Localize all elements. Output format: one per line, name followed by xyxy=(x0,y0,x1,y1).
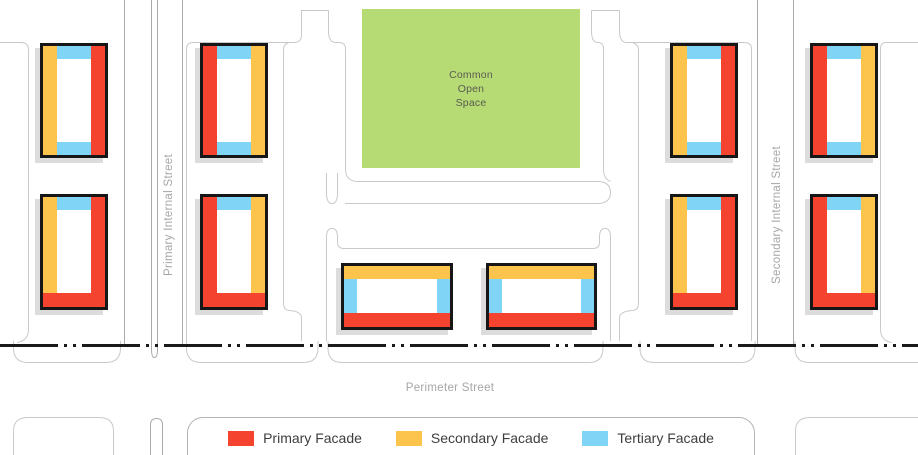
common-open-space: Common Open Space xyxy=(362,9,580,168)
lot-flare-5 xyxy=(794,341,918,363)
facade-strip-primary xyxy=(813,197,827,293)
facade-strip-secondary xyxy=(861,197,875,293)
common-open-space-label: Common Open Space xyxy=(449,68,493,109)
building xyxy=(40,194,108,310)
lot-flare-1 xyxy=(13,341,121,363)
legend-label: Secondary Facade xyxy=(430,430,549,446)
facade-strip-tertiary xyxy=(57,46,91,59)
secondary-facade-swatch-icon xyxy=(395,430,422,446)
facade-strip-tertiary xyxy=(57,197,91,210)
facade-strip-primary xyxy=(43,293,105,307)
lot-line-far-left xyxy=(0,42,29,343)
facade-strip-tertiary xyxy=(827,197,861,210)
lot-line-far-right xyxy=(880,42,918,343)
facade-strip-tertiary xyxy=(217,197,251,210)
legend-item-secondary-facade: Secondary Facade xyxy=(395,430,549,446)
facade-strip-secondary xyxy=(344,266,450,279)
facade-strip-primary xyxy=(203,197,217,293)
facade-strip-primary xyxy=(721,46,735,155)
facade-strip-tertiary xyxy=(687,46,721,59)
facade-strip-secondary xyxy=(673,197,687,293)
perimeter-street-label: Perimeter Street xyxy=(405,382,495,394)
facade-strip-primary xyxy=(721,197,735,293)
building xyxy=(670,194,738,310)
legend-item-tertiary-facade: Tertiary Facade xyxy=(582,430,714,446)
facade-strip-secondary xyxy=(251,197,265,293)
facade-strip-primary xyxy=(203,46,217,155)
building xyxy=(810,43,878,158)
lot-lines xyxy=(0,10,918,455)
legend-label: Primary Facade xyxy=(263,430,362,446)
facade-strip-secondary xyxy=(251,46,265,155)
lot-flare-3 xyxy=(327,341,604,363)
facade-strip-tertiary xyxy=(57,142,91,155)
primary-street-center-line xyxy=(151,0,158,359)
primary-internal-street-label: Primary Internal Street xyxy=(163,154,175,276)
primary-facade-swatch-icon xyxy=(228,430,255,446)
facade-strip-tertiary xyxy=(217,46,251,59)
building xyxy=(200,194,268,310)
facade-strip-primary xyxy=(673,293,735,307)
lower-lot-right xyxy=(795,417,918,455)
facade-strip-secondary xyxy=(43,46,57,155)
building xyxy=(40,43,108,158)
facade-strip-primary xyxy=(91,197,105,293)
facade-strip-secondary xyxy=(489,266,594,279)
legend-label: Tertiary Facade xyxy=(617,430,714,446)
facade-strip-secondary xyxy=(43,197,57,293)
facade-strip-secondary xyxy=(673,46,687,155)
lot-line-col3 xyxy=(619,10,752,341)
facade-strip-tertiary xyxy=(344,279,357,313)
central-lot-top xyxy=(326,227,611,341)
building xyxy=(200,43,268,158)
facade-strip-tertiary xyxy=(489,279,502,313)
facade-strip-tertiary xyxy=(687,142,721,155)
building xyxy=(810,194,878,310)
building xyxy=(670,43,738,158)
facade-strip-tertiary xyxy=(581,279,594,313)
facade-strip-secondary xyxy=(861,46,875,155)
facade-strip-tertiary xyxy=(687,197,721,210)
facade-strip-tertiary xyxy=(437,279,450,313)
primary-street-median-south xyxy=(150,417,163,455)
lot-line-col3-inner xyxy=(619,42,639,341)
facade-strip-tertiary xyxy=(827,46,861,59)
building xyxy=(486,263,597,330)
facade-strip-tertiary xyxy=(827,142,861,155)
greenway-stub xyxy=(326,173,338,205)
facade-strip-primary xyxy=(203,293,265,307)
facade-strip-primary xyxy=(344,313,450,327)
facade-legend: Primary Facade Secondary Facade Tertiary… xyxy=(187,417,755,455)
facade-strip-primary xyxy=(489,313,594,327)
lot-line-col2-inner xyxy=(283,42,302,341)
lower-lot-left xyxy=(13,417,114,455)
tertiary-facade-swatch-icon xyxy=(582,430,609,446)
lot-flare-4 xyxy=(639,341,756,363)
alley-line-right-inner xyxy=(591,10,611,182)
facade-strip-primary xyxy=(91,46,105,155)
facade-strip-primary xyxy=(813,293,875,307)
lot-flare-2 xyxy=(186,341,319,363)
greenway-band xyxy=(328,10,612,204)
building xyxy=(341,263,453,330)
facade-strip-primary xyxy=(813,46,827,155)
lot-line-col2 xyxy=(186,10,302,341)
legend-item-primary-facade: Primary Facade xyxy=(228,430,362,446)
facade-strip-tertiary xyxy=(217,142,251,155)
street-lines xyxy=(124,0,794,455)
secondary-internal-street-label: Secondary Internal Street xyxy=(771,146,783,284)
